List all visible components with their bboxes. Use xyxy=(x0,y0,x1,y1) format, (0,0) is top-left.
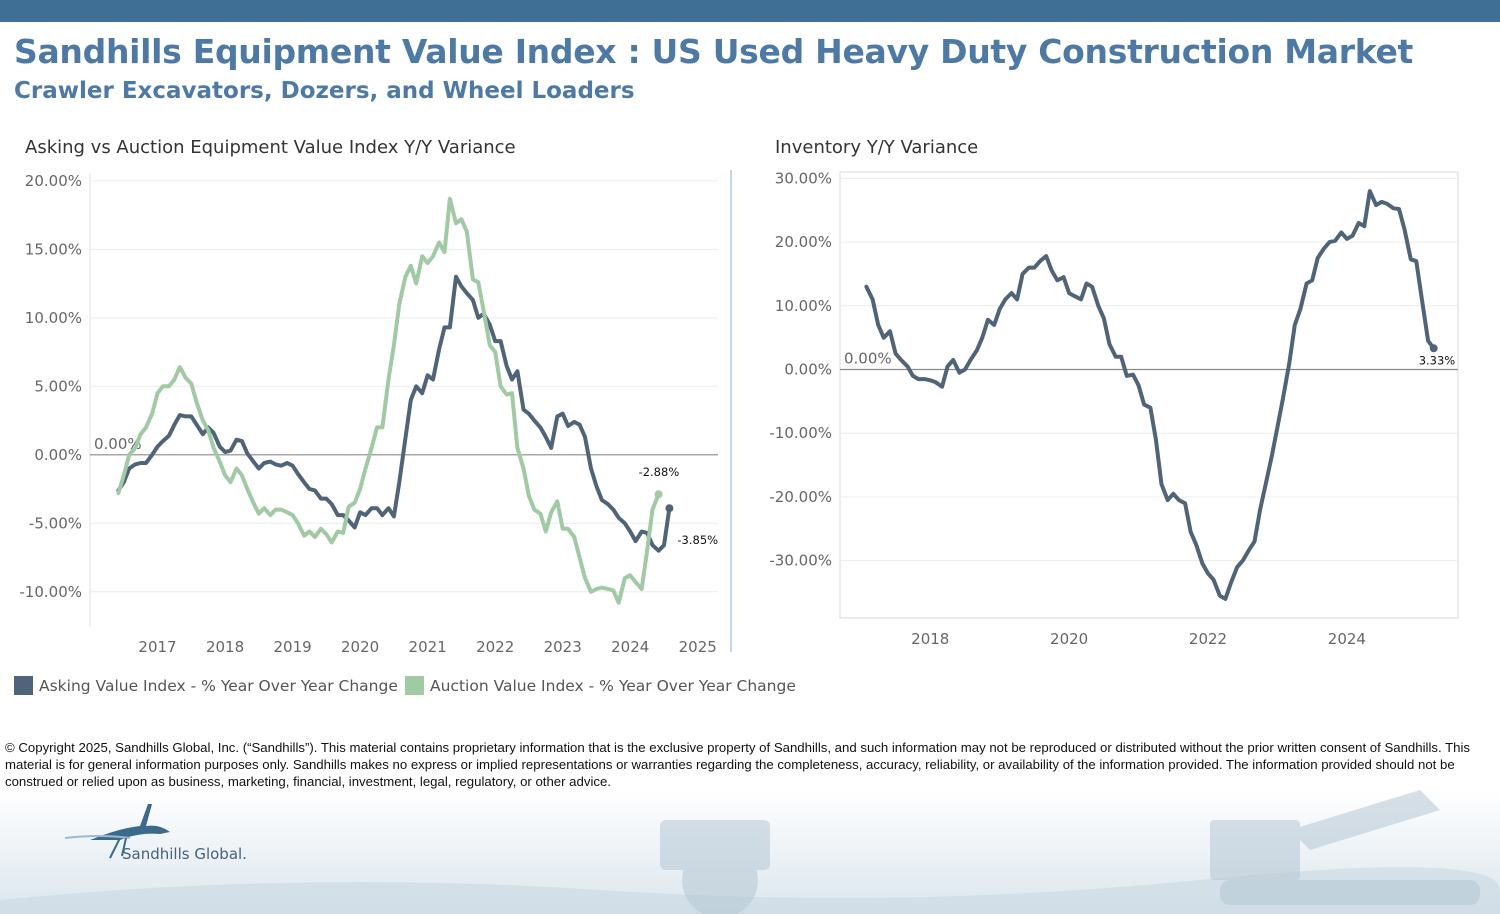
series-end-label-0: -3.85% xyxy=(677,533,718,547)
x-tick-label: 2018 xyxy=(911,630,949,648)
left-chart-title: Asking vs Auction Equipment Value Index … xyxy=(25,137,516,158)
legend-asking-swatch xyxy=(14,676,33,695)
y-tick-label: 10.00% xyxy=(25,309,82,327)
zero-reference-label: 0.00% xyxy=(844,350,892,368)
legend-asking-label: Asking Value Index - % Year Over Year Ch… xyxy=(39,676,398,695)
y-tick-label: 15.00% xyxy=(25,240,82,258)
x-tick-label: 2020 xyxy=(1050,630,1088,648)
y-tick-label: 10.00% xyxy=(775,297,832,315)
x-tick-label: 2025 xyxy=(679,638,717,656)
x-tick-label: 2024 xyxy=(1328,630,1366,648)
x-tick-label: 2023 xyxy=(544,638,582,656)
y-tick-label: -5.00% xyxy=(29,514,82,532)
zero-reference-label: 0.00% xyxy=(94,435,142,453)
logo-text: Sandhills Global. xyxy=(122,845,247,863)
series-end-point-1 xyxy=(654,490,663,499)
x-tick-label: 2021 xyxy=(409,638,447,656)
y-tick-label: 30.00% xyxy=(775,169,832,187)
y-tick-label: -30.00% xyxy=(769,552,832,570)
y-tick-label: 20.00% xyxy=(25,172,82,190)
series-end-point-0 xyxy=(665,504,674,513)
x-tick-label: 2022 xyxy=(1189,630,1227,648)
page-subtitle: Crawler Excavators, Dozers, and Wheel Lo… xyxy=(14,78,635,104)
series-line-1 xyxy=(116,196,661,605)
series-end-point-0 xyxy=(1429,344,1438,353)
y-tick-label: -10.00% xyxy=(19,583,82,601)
y-tick-label: 0.00% xyxy=(784,361,832,379)
right-chart-title: Inventory Y/Y Variance xyxy=(775,137,979,158)
legend-auction-swatch xyxy=(405,676,424,695)
asking-vs-auction-chart: -10.00% -5.00% 0.00% 5.00% 10.00% 15.00% 20.00… xyxy=(19,170,732,656)
construction-scene-background xyxy=(0,790,1500,914)
page-title: Sandhills Equipment Value Index : US Use… xyxy=(14,32,1414,71)
x-tick-label: 2018 xyxy=(206,638,244,656)
y-tick-label: -10.00% xyxy=(769,424,832,442)
series-line-0 xyxy=(864,189,1436,601)
sandhills-crane-logo-icon xyxy=(64,804,170,859)
x-tick-label: 2022 xyxy=(476,638,514,656)
legend-auction-label: Auction Value Index - % Year Over Year C… xyxy=(430,676,796,695)
copyright-notice: © Copyright 2025, Sandhills Global, Inc.… xyxy=(5,740,1470,789)
x-tick-label: 2019 xyxy=(273,638,311,656)
inventory-chart: -30.00% -20.00% -10.00% 0.00% 10.00% 20.00% 30… xyxy=(769,169,1459,648)
legend-auction[interactable]: Auction Value Index - % Year Over Year C… xyxy=(405,676,796,695)
x-tick-label: 2017 xyxy=(138,638,176,656)
y-tick-label: -20.00% xyxy=(769,488,832,506)
legend-asking[interactable]: Asking Value Index - % Year Over Year Ch… xyxy=(14,676,398,695)
plot-frame xyxy=(839,171,1459,619)
x-tick-label: 2024 xyxy=(611,638,649,656)
y-tick-label: 20.00% xyxy=(775,233,832,251)
x-tick-label: 2020 xyxy=(341,638,379,656)
top-banner xyxy=(0,0,1500,22)
series-end-label-1: -2.88% xyxy=(639,465,680,479)
y-tick-label: 5.00% xyxy=(34,377,82,395)
y-tick-label: 0.00% xyxy=(34,446,82,464)
series-end-label-0: 3.33% xyxy=(1419,353,1456,367)
